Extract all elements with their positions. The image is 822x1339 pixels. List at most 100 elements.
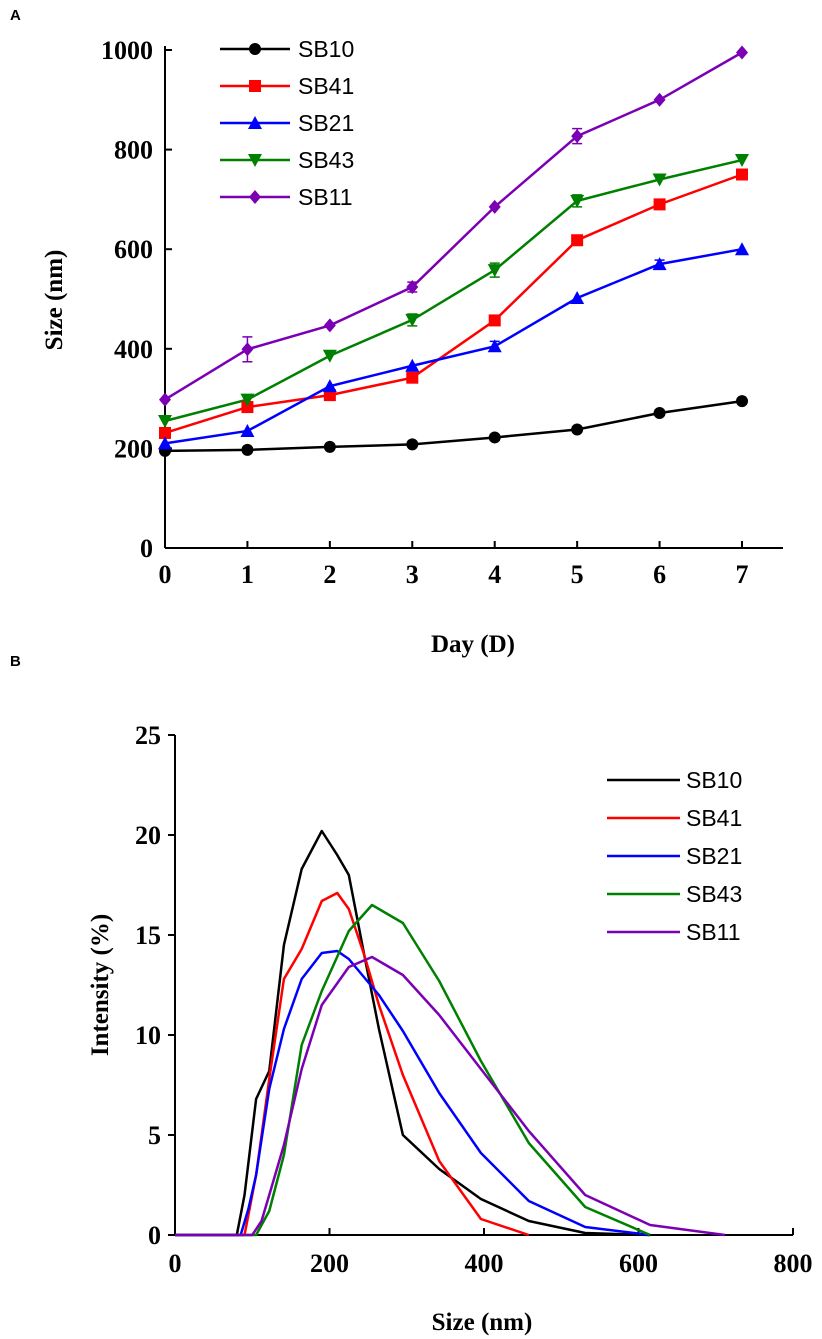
panel-b-x-tick-label: 600 [619, 1249, 658, 1278]
legend-marker-sb43 [248, 154, 262, 167]
panel-a-x-tick-label: 6 [653, 560, 666, 589]
panel-a-y-axis-title: Size (nm) [41, 250, 68, 351]
panel-a-x-tick-label: 7 [736, 560, 749, 589]
series-line-sb10 [175, 829, 651, 1237]
data-point-sb10 [571, 423, 584, 436]
data-point-sb21 [570, 291, 585, 305]
panel-b-y-tick-label: 25 [135, 721, 161, 750]
panel-b-x-axis-title: Size (nm) [432, 1309, 533, 1336]
panel-b-x-tick-label: 0 [169, 1249, 182, 1278]
panel-b-y-tick-label: 15 [135, 921, 161, 950]
legend-label-sb21: SB21 [298, 110, 354, 136]
panel-a-legend: SB10 SB41 SB21 SB43 SB11 [220, 36, 354, 210]
data-point-sb10 [736, 395, 748, 408]
panel-b-y-tick-label: 5 [148, 1121, 161, 1150]
series-line-sb11 [175, 955, 726, 1237]
legend-label-sb41: SB41 [298, 73, 354, 99]
panel-a: A 0 1 2 3 4 5 6 7 0 200 400 600 800 1000 Day (D) Size… [10, 7, 783, 658]
panel-b-x-tick-label: 800 [774, 1249, 813, 1278]
series-line-sb41 [164, 173, 743, 435]
legend-label-sb10: SB10 [686, 767, 742, 793]
series-line-sb10 [164, 399, 743, 453]
data-point-sb43 [735, 154, 749, 168]
panel-b-label: B [10, 653, 21, 670]
data-point-sb21 [405, 358, 420, 372]
legend-label-sb11: SB11 [298, 184, 353, 210]
panel-a-series-lines [164, 51, 743, 453]
legend-label-sb41: SB41 [686, 805, 742, 831]
panel-b-legend: SB10 SB41 SB21 SB43 SB11 [607, 767, 742, 945]
legend-label-sb43: SB43 [686, 881, 742, 907]
panel-a-y-tick-label: 600 [114, 235, 153, 264]
data-point-sb21 [240, 423, 255, 437]
panel-b-x-tick-label: 400 [465, 1249, 504, 1278]
data-point-sb41 [736, 168, 748, 181]
legend-marker-sb11 [249, 190, 261, 204]
legend-label-sb10: SB10 [298, 36, 354, 62]
panel-b-series-lines [175, 829, 726, 1237]
panel-b-y-tick-label: 20 [135, 821, 161, 850]
legend-label-sb11: SB11 [686, 919, 741, 945]
data-point-sb43 [158, 415, 172, 429]
data-point-sb21 [487, 339, 502, 353]
panel-a-markers [158, 45, 749, 457]
legend-marker-sb41 [249, 80, 261, 92]
series-line-sb21 [164, 247, 743, 445]
data-point-sb43 [405, 313, 420, 327]
panel-b-y-tick-label: 10 [135, 1021, 161, 1050]
data-point-sb10 [323, 440, 336, 453]
legend-label-sb21: SB21 [686, 843, 742, 869]
data-point-sb10 [653, 407, 666, 420]
data-point-sb11 [488, 199, 501, 214]
panel-b-y-axis-title: Intensity (%) [87, 914, 114, 1056]
data-point-sb41 [159, 426, 171, 439]
panel-a-x-tick-label: 0 [159, 560, 172, 589]
panel-a-x-tick-label: 3 [406, 560, 419, 589]
data-point-sb11 [323, 318, 336, 333]
series-line-sb21 [175, 949, 651, 1237]
panel-a-y-tick-label: 200 [114, 434, 153, 463]
panel-a-x-tick-label: 1 [241, 560, 254, 589]
data-point-sb10 [241, 443, 254, 456]
panel-a-label: A [10, 7, 21, 24]
data-point-sb41 [653, 198, 666, 211]
data-point-sb41 [571, 234, 584, 247]
data-point-sb11 [406, 280, 419, 295]
data-point-sb10 [406, 438, 419, 451]
data-point-sb11 [653, 92, 666, 107]
panel-b-x-tick-label: 200 [310, 1249, 349, 1278]
data-point-sb11 [241, 342, 254, 357]
data-point-sb21 [322, 379, 337, 393]
panel-a-tick-labels: 0 1 2 3 4 5 6 7 0 200 400 600 800 1000 [101, 36, 749, 589]
data-point-sb21 [158, 436, 172, 450]
panel-a-x-axis-title: Day (D) [431, 631, 515, 658]
data-point-sb41 [406, 371, 419, 384]
panel-a-y-tick-label: 800 [114, 136, 153, 165]
data-point-sb11 [736, 45, 748, 60]
series-line-sb11 [164, 51, 743, 401]
data-point-sb11 [159, 392, 171, 407]
data-point-sb10 [488, 431, 501, 444]
legend-label-sb43: SB43 [298, 147, 354, 173]
panel-a-y-tick-label: 1000 [101, 36, 153, 65]
panel-a-y-tick-label: 0 [140, 534, 153, 563]
panel-b-tick-labels: 0 200 400 600 800 0 5 10 15 20 25 [135, 721, 813, 1278]
panel-a-x-tick-label: 2 [323, 560, 336, 589]
panel-a-x-tick-label: 5 [571, 560, 584, 589]
panel-b-y-tick-label: 0 [148, 1221, 161, 1250]
data-point-sb21 [652, 257, 667, 271]
data-point-sb43 [322, 349, 337, 363]
data-point-sb11 [571, 129, 584, 144]
panel-a-x-tick-label: 4 [488, 560, 501, 589]
legend-marker-sb21 [248, 116, 262, 129]
data-point-sb43 [487, 264, 502, 278]
legend-marker-sb10 [249, 43, 261, 55]
panel-a-y-tick-label: 400 [114, 335, 153, 364]
series-line-sb43 [175, 903, 651, 1237]
data-point-sb41 [488, 314, 501, 327]
panel-b: B 0 200 400 600 800 0 5 10 15 20 25 Size (nm) Inte… [10, 653, 813, 1336]
series-line-sb43 [164, 158, 743, 423]
data-point-sb43 [240, 393, 255, 407]
